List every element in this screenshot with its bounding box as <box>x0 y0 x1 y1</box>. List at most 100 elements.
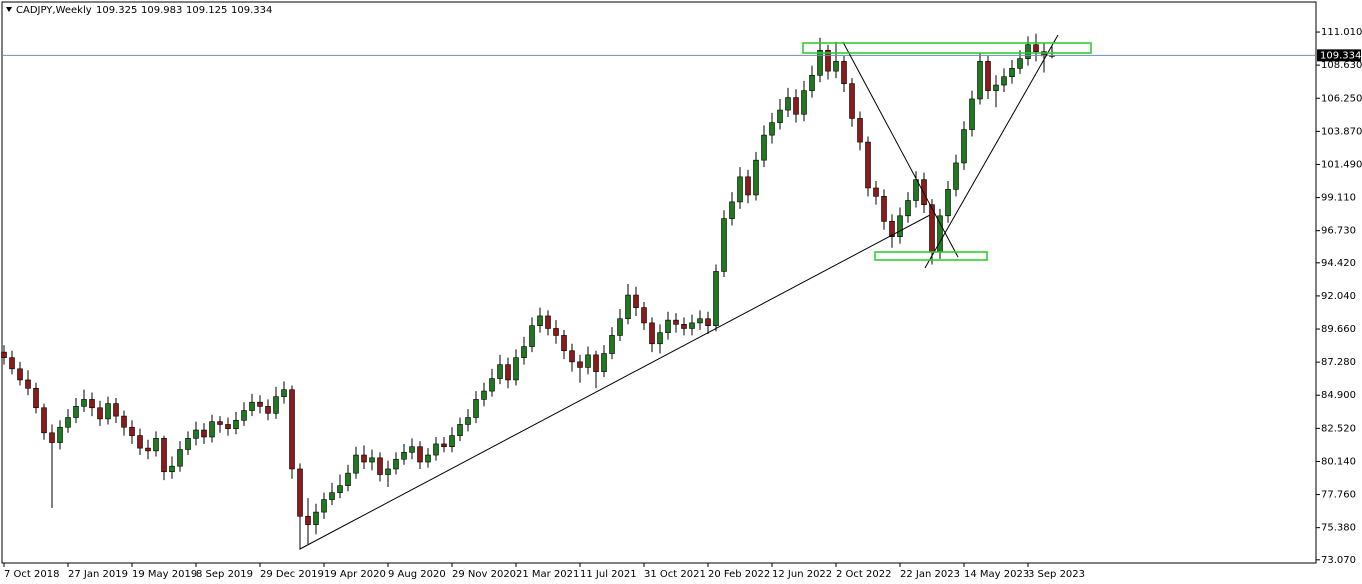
candle-body <box>785 97 791 111</box>
candle-body <box>121 415 127 428</box>
candle-body <box>393 458 399 470</box>
candle-body <box>305 515 311 525</box>
candle-body <box>193 429 199 439</box>
candle-body <box>377 457 383 475</box>
candle-body <box>49 432 55 443</box>
x-tick-label: 9 Aug 2020 <box>388 569 446 580</box>
candle-body <box>465 417 471 425</box>
x-tick-label: 7 Oct 2018 <box>4 569 59 580</box>
candle-body <box>705 318 711 326</box>
candle-body <box>289 389 295 470</box>
y-tick-label: 94.420 <box>1321 258 1356 269</box>
x-tick-label: 29 Dec 2019 <box>260 569 324 580</box>
candle-body <box>609 335 615 354</box>
candle-body <box>945 189 951 217</box>
candle-body <box>185 438 191 450</box>
candle-body <box>601 353 607 372</box>
candle-body <box>745 176 751 196</box>
candle-body <box>1001 76 1007 86</box>
candle-body <box>481 390 487 400</box>
candle-body <box>545 315 551 329</box>
candle-body <box>881 196 887 222</box>
candle-body <box>873 187 879 197</box>
candle-body <box>729 201 735 219</box>
candle-body <box>673 319 679 325</box>
candle-body <box>969 98 975 130</box>
candle-body <box>793 97 799 115</box>
candle-body <box>225 424 231 429</box>
candle-body <box>913 179 919 201</box>
candle-body <box>489 378 495 392</box>
x-tick-label: 14 May 2023 <box>964 569 1029 580</box>
candle-body <box>369 457 375 463</box>
y-tick-label: 89.660 <box>1321 324 1356 335</box>
y-tick-label: 73.070 <box>1321 555 1356 566</box>
header-open: 109.325 <box>96 5 137 16</box>
candle-body <box>521 346 527 358</box>
trendline <box>842 41 959 258</box>
candle-body <box>473 399 479 418</box>
candle-body <box>401 451 407 460</box>
candle-body <box>73 406 79 418</box>
candle-body <box>233 419 239 429</box>
candle-body <box>329 492 335 500</box>
candle-body <box>593 354 599 372</box>
candle-body <box>809 75 815 91</box>
candle-body <box>41 407 47 434</box>
candle-body <box>177 449 183 467</box>
candle-body <box>281 389 287 397</box>
x-tick-label: 11 Jul 2021 <box>580 569 637 580</box>
candle-body <box>33 387 39 409</box>
candle-body <box>409 446 415 453</box>
drawings <box>299 34 1092 550</box>
candle-body <box>249 401 255 411</box>
menu-arrow[interactable] <box>6 7 12 12</box>
candle-body <box>665 319 671 333</box>
y-tick-label: 87.280 <box>1321 357 1356 368</box>
price-label-bg <box>1317 49 1361 62</box>
candle-body <box>577 361 583 368</box>
candle-body <box>801 90 807 115</box>
y-tick-label: 75.380 <box>1321 523 1356 534</box>
y-tick-label: 82.520 <box>1321 423 1356 434</box>
candle-body <box>849 83 855 119</box>
candle-body <box>457 424 463 436</box>
marks: 73.070 75.380 77.760 80.140 82.520 84.900 87.2… <box>1 27 1362 580</box>
candle-body <box>153 438 159 452</box>
candle-body <box>625 294 631 320</box>
candle-body <box>777 109 783 123</box>
candle-body <box>209 421 215 438</box>
candle-body <box>905 200 911 217</box>
y-tick-label: 108.630 <box>1321 60 1362 71</box>
x-tick-label: 12 Jun 2022 <box>772 569 832 580</box>
candle-body <box>265 406 271 414</box>
candle-body <box>17 368 23 381</box>
candle-body <box>361 454 367 463</box>
candle-body <box>105 403 111 420</box>
candle-body <box>81 399 87 407</box>
candle-body <box>1025 44 1031 59</box>
x-tick-label: 22 Jan 2023 <box>900 569 960 580</box>
candle-body <box>985 61 991 91</box>
candle-body <box>753 159 759 196</box>
candle-body <box>89 399 95 409</box>
candle-body <box>385 468 391 475</box>
candle-body <box>433 443 439 456</box>
candle-body <box>537 315 543 326</box>
candle-body <box>769 122 775 136</box>
y-tick-label: 96.730 <box>1321 226 1356 237</box>
y-tick-label: 80.140 <box>1321 456 1356 467</box>
candle-body <box>649 322 655 345</box>
header-high: 109.983 <box>141 5 182 16</box>
candle-body <box>833 61 839 72</box>
candle-body <box>585 354 591 368</box>
candle-body <box>1033 44 1039 52</box>
candle-body <box>961 129 967 164</box>
candle-body <box>321 499 327 513</box>
candle-body <box>1017 58 1023 69</box>
candle-body <box>57 426 63 443</box>
candle-body <box>569 350 575 363</box>
x-tick-label: 2 Oct 2022 <box>836 569 891 580</box>
candle-body <box>817 49 823 76</box>
candle-body <box>937 215 943 253</box>
